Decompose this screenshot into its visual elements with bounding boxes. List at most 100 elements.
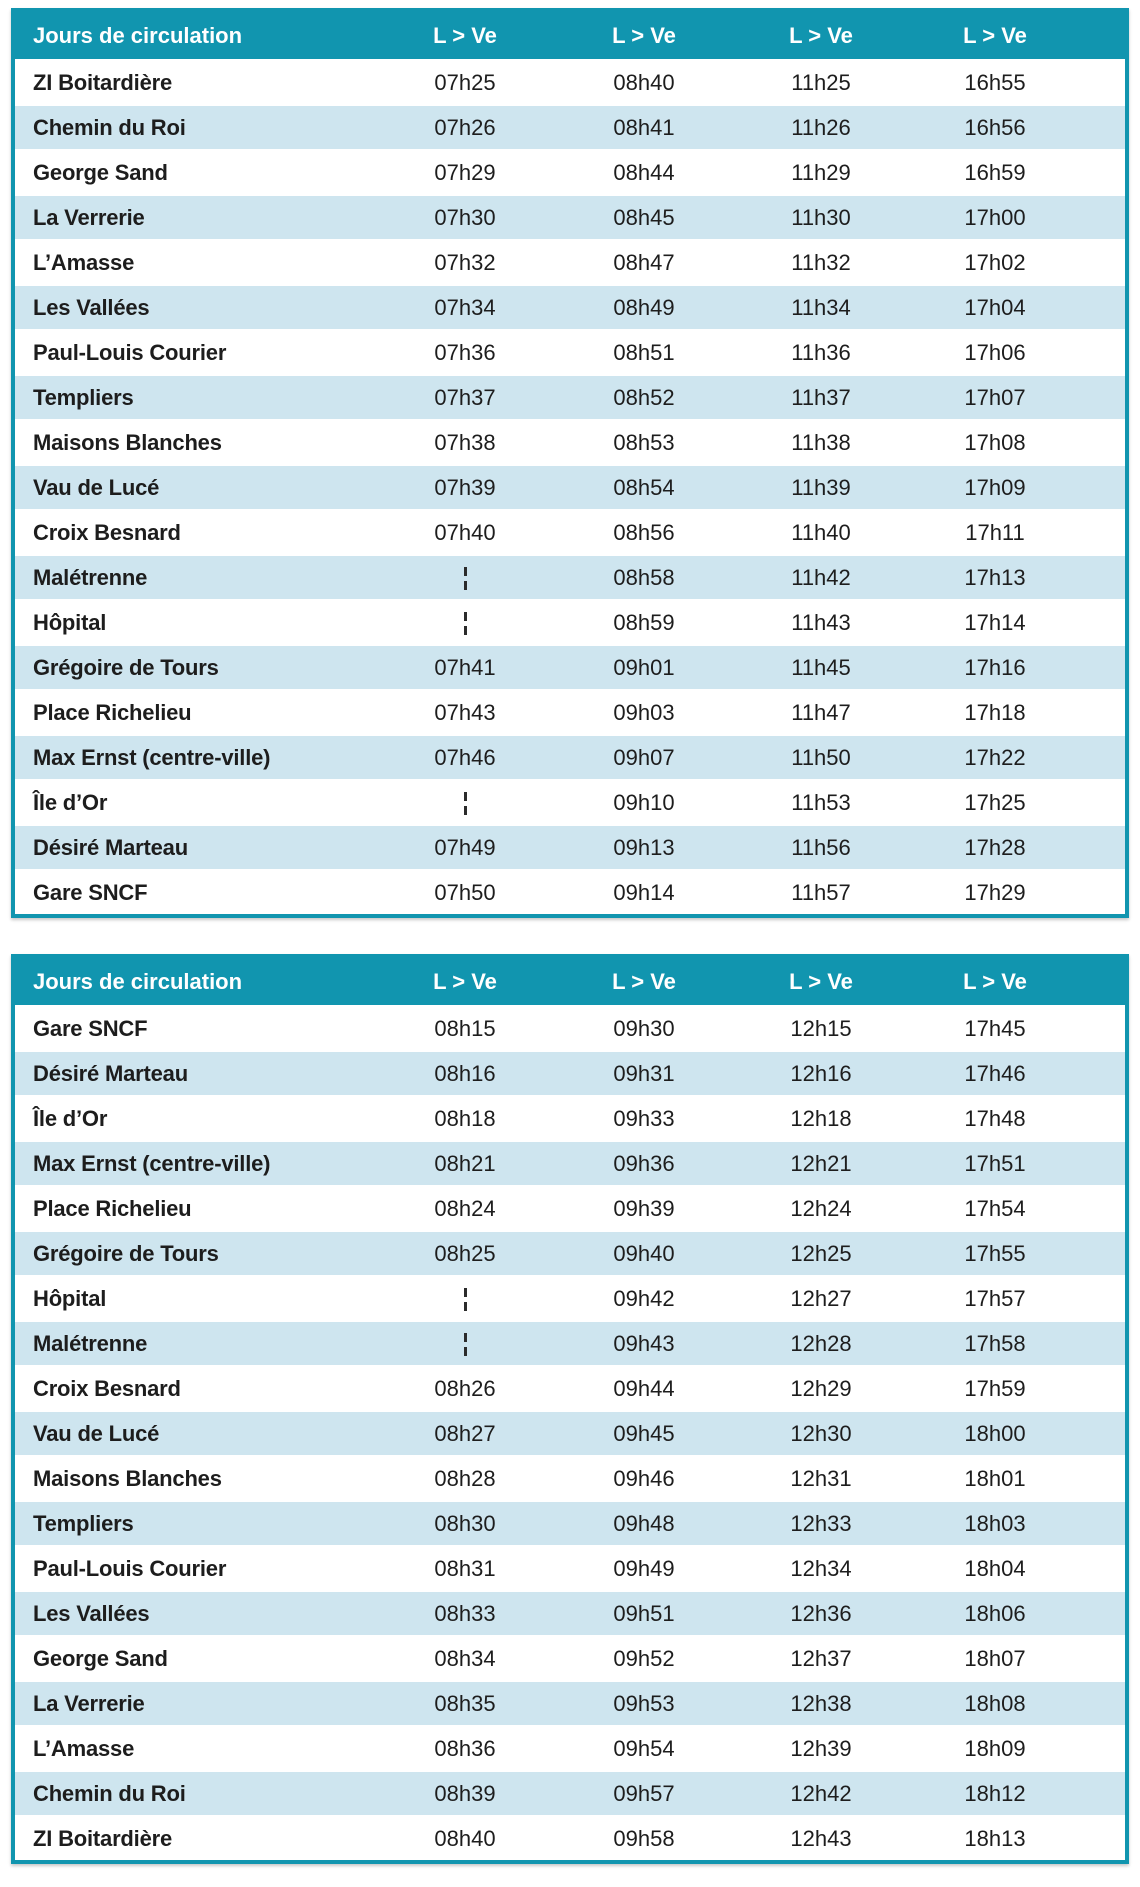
- stop-name: Gare SNCF: [33, 879, 148, 905]
- time-cell: 08h44: [613, 159, 675, 185]
- column-header-schedule-1: L > Ve: [433, 968, 497, 994]
- time-cell: 07h26: [434, 114, 496, 140]
- time-cell: 07h37: [434, 384, 496, 410]
- skipped-stop-dash-icon: [463, 791, 467, 816]
- stop-name: George Sand: [33, 159, 168, 185]
- table-row: L’Amasse 07h32 08h47 11h32 17h02: [15, 239, 1125, 284]
- column-header-days: Jours de circulation: [33, 22, 243, 48]
- header-row: Jours de circulation L > Ve L > Ve L > V…: [15, 12, 1125, 59]
- time-cell: 18h01: [964, 1465, 1026, 1491]
- stop-name: Île d’Or: [33, 789, 108, 815]
- table-row: ZI Boitardière 07h25 08h40 11h25 16h55: [15, 59, 1125, 104]
- stop-name: Île d’Or: [33, 1105, 108, 1131]
- column-header-schedule-4: L > Ve: [963, 22, 1027, 48]
- time-cell: 18h00: [964, 1420, 1026, 1446]
- time-cell: 17h45: [964, 1015, 1026, 1041]
- stop-name: La Verrerie: [33, 204, 145, 230]
- stop-name: Chemin du Roi: [33, 114, 186, 140]
- time-cell: 16h59: [964, 159, 1026, 185]
- stop-name: Désiré Marteau: [33, 834, 188, 860]
- time-cell: 12h36: [790, 1600, 852, 1626]
- time-cell: 12h31: [790, 1465, 852, 1491]
- time-cell: 11h32: [791, 249, 851, 275]
- time-cell: 08h16: [434, 1060, 496, 1086]
- time-cell: 18h12: [964, 1780, 1026, 1806]
- stop-name: Templiers: [33, 1510, 134, 1536]
- time-cell: 08h36: [434, 1735, 496, 1761]
- time-cell: 12h37: [790, 1645, 852, 1671]
- table-row: Paul-Louis Courier 08h31 09h49 12h34 18h04: [15, 1545, 1125, 1590]
- time-cell: 08h53: [613, 429, 675, 455]
- time-cell: 08h30: [434, 1510, 496, 1536]
- time-cell: 09h03: [613, 699, 675, 725]
- time-cell: 09h53: [613, 1690, 675, 1716]
- time-cell: 08h28: [434, 1465, 496, 1491]
- time-cell: 12h24: [790, 1195, 852, 1221]
- time-cell: 17h04: [964, 294, 1026, 320]
- stop-name: Gare SNCF: [33, 1015, 148, 1041]
- table-row: Grégoire de Tours 07h41 09h01 11h45 17h16: [15, 644, 1125, 689]
- stop-name: Place Richelieu: [33, 699, 192, 725]
- time-cell: 08h33: [434, 1600, 496, 1626]
- time-cell: 07h36: [434, 339, 496, 365]
- time-cell: 09h51: [613, 1600, 675, 1626]
- stop-name: Vau de Lucé: [33, 474, 160, 500]
- time-cell: 12h38: [790, 1690, 852, 1716]
- stop-name: Désiré Marteau: [33, 1060, 188, 1086]
- table-row: Templiers 07h37 08h52 11h37 17h07: [15, 374, 1125, 419]
- time-cell: 12h15: [790, 1015, 852, 1041]
- time-cell: 07h39: [434, 474, 496, 500]
- time-cell: 18h09: [964, 1735, 1026, 1761]
- time-cell: 12h29: [790, 1375, 852, 1401]
- time-cell: 17h22: [964, 744, 1026, 770]
- stop-name: Max Ernst (centre-ville): [33, 744, 271, 770]
- time-cell: 07h25: [434, 69, 496, 95]
- time-cell: 08h27: [434, 1420, 496, 1446]
- time-cell: 08h34: [434, 1645, 496, 1671]
- table-row: Île d’Or 08h18 09h33 12h18 17h48: [15, 1095, 1125, 1140]
- time-cell: 09h52: [613, 1645, 675, 1671]
- time-cell: 07h34: [434, 294, 496, 320]
- table-row: Hôpital 09h42 12h27 17h57: [15, 1275, 1125, 1320]
- column-header-schedule-3: L > Ve: [789, 968, 853, 994]
- time-cell: 07h40: [434, 519, 496, 545]
- stop-name: Templiers: [33, 384, 134, 410]
- timetable-outbound: Jours de circulation L > Ve L > Ve L > V…: [11, 8, 1129, 918]
- table-row: George Sand 07h29 08h44 11h29 16h59: [15, 149, 1125, 194]
- time-cell: 09h36: [613, 1150, 675, 1176]
- time-cell: 17h59: [964, 1375, 1026, 1401]
- stop-name: Max Ernst (centre-ville): [33, 1150, 271, 1176]
- time-cell: 08h59: [613, 609, 675, 635]
- stop-name: Malétrenne: [33, 564, 148, 590]
- time-cell: 08h49: [613, 294, 675, 320]
- table-row: Gare SNCF 07h50 09h14 11h57 17h29: [15, 869, 1125, 914]
- stop-name: La Verrerie: [33, 1690, 145, 1716]
- time-cell: 12h16: [790, 1060, 852, 1086]
- time-cell: 08h24: [434, 1195, 496, 1221]
- skipped-stop-dash-icon: [463, 1287, 467, 1312]
- time-cell: 17h11: [965, 519, 1025, 545]
- time-cell: 18h08: [964, 1690, 1026, 1716]
- stop-name: L’Amasse: [33, 1735, 135, 1761]
- time-cell: 07h41: [434, 654, 496, 680]
- time-cell: 09h48: [613, 1510, 675, 1536]
- time-cell: 08h45: [613, 204, 675, 230]
- time-cell: 08h51: [613, 339, 675, 365]
- table-row: La Verrerie 08h35 09h53 12h38 18h08: [15, 1680, 1125, 1725]
- time-cell: 11h39: [791, 474, 851, 500]
- time-cell: 17h18: [964, 699, 1026, 725]
- time-cell: 09h33: [613, 1105, 675, 1131]
- time-cell: 17h06: [964, 339, 1026, 365]
- time-cell: 17h00: [964, 204, 1026, 230]
- time-cell: 09h14: [613, 879, 675, 905]
- column-header-schedule-3: L > Ve: [789, 22, 853, 48]
- column-header-days: Jours de circulation: [33, 968, 243, 994]
- table-row: Malétrenne 09h43 12h28 17h58: [15, 1320, 1125, 1365]
- table-row: Hôpital 08h59 11h43 17h14: [15, 599, 1125, 644]
- time-cell: 08h26: [434, 1375, 496, 1401]
- time-cell: 09h10: [613, 789, 675, 815]
- table-row: Max Ernst (centre-ville) 08h21 09h36 12h21 1…: [15, 1140, 1125, 1185]
- time-cell: 18h13: [964, 1825, 1026, 1851]
- stop-name: Paul-Louis Courier: [33, 339, 227, 365]
- time-cell: 18h07: [964, 1645, 1026, 1671]
